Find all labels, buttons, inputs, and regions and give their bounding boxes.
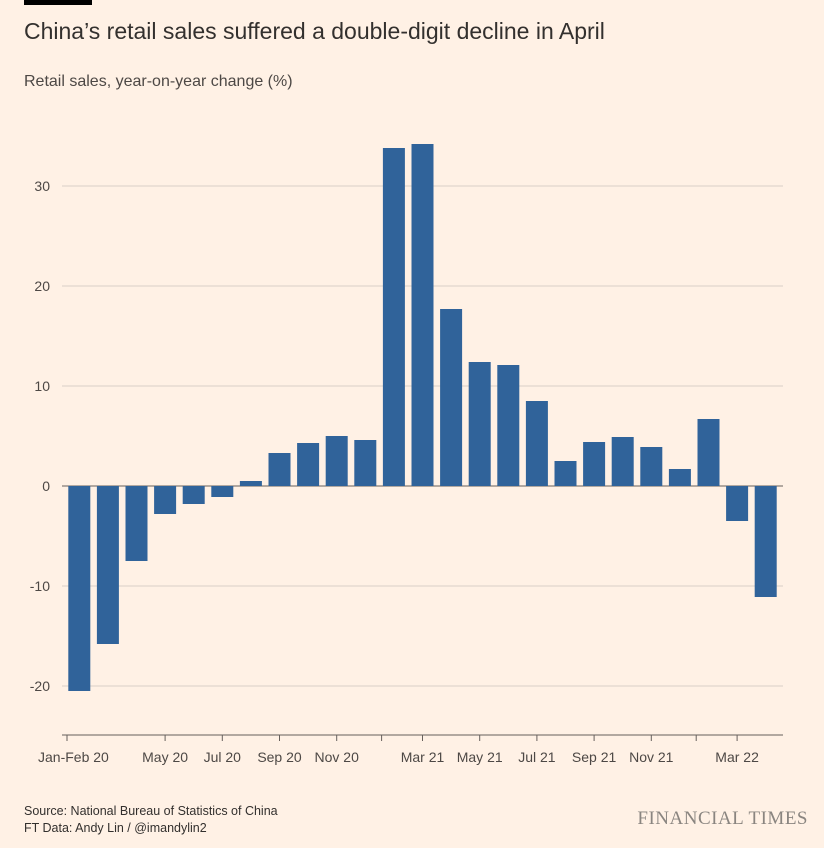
- x-tick-label: Nov 21: [629, 749, 674, 765]
- y-tick-label: 20: [34, 278, 50, 294]
- bar-jan-feb-22: [697, 419, 720, 486]
- bar-jun-20: [182, 486, 205, 504]
- bar-nov-21: [640, 447, 663, 486]
- bar-mar-20: [96, 486, 119, 644]
- footer-source: Source: National Bureau of Statistics of…: [24, 803, 278, 837]
- x-tick-label: Nov 20: [315, 749, 360, 765]
- x-tick-label: Jul 20: [204, 749, 242, 765]
- y-tick-label: 10: [34, 378, 50, 394]
- bar-nov-20: [325, 436, 348, 486]
- y-tick-label: 30: [34, 178, 50, 194]
- chart-subtitle: Retail sales, year-on-year change (%): [24, 73, 293, 90]
- bar-jul-21: [525, 401, 548, 486]
- bar-dec-20: [354, 440, 377, 486]
- source-text: Source: National Bureau of Statistics of…: [24, 804, 278, 818]
- x-tick-label: Jan-Feb 20: [38, 749, 109, 765]
- bar-sep-20: [268, 453, 291, 486]
- bar-mar-22: [726, 486, 749, 521]
- ft-logo: FINANCIAL TIMES: [637, 808, 808, 829]
- x-tick-label: May 21: [457, 749, 503, 765]
- bar-apr-21: [440, 309, 463, 486]
- bar-jul-20: [211, 486, 234, 497]
- bar-oct-20: [297, 443, 320, 486]
- bar-may-20: [154, 486, 177, 514]
- bar-aug-21: [554, 461, 577, 486]
- bar-sep-21: [583, 442, 606, 486]
- bar-dec-21: [668, 469, 691, 486]
- bar-oct-21: [611, 437, 634, 486]
- bar-jun-21: [497, 365, 520, 486]
- x-tick-label: Mar 22: [715, 749, 759, 765]
- x-tick-label: Sep 20: [257, 749, 302, 765]
- y-tick-label: 0: [42, 478, 50, 494]
- x-tick-label: Mar 21: [401, 749, 445, 765]
- bar-apr-22: [754, 486, 777, 597]
- x-tick-label: Sep 21: [572, 749, 617, 765]
- ft-accent-bar: [24, 0, 92, 5]
- bar-jan-feb-21: [382, 148, 405, 486]
- y-tick-label: -10: [30, 578, 50, 594]
- bar-apr-20: [125, 486, 148, 561]
- bar-jan-feb-20: [68, 486, 91, 691]
- bar-may-21: [468, 362, 491, 486]
- x-tick-label: Jul 21: [518, 749, 556, 765]
- bar-mar-21: [411, 144, 434, 486]
- x-tick-label: May 20: [142, 749, 188, 765]
- y-tick-label: -20: [30, 678, 50, 694]
- chart-title: China’s retail sales suffered a double-d…: [24, 18, 605, 44]
- credit-text: FT Data: Andy Lin / @imandylin2: [24, 821, 207, 835]
- bar-aug-20: [239, 481, 262, 486]
